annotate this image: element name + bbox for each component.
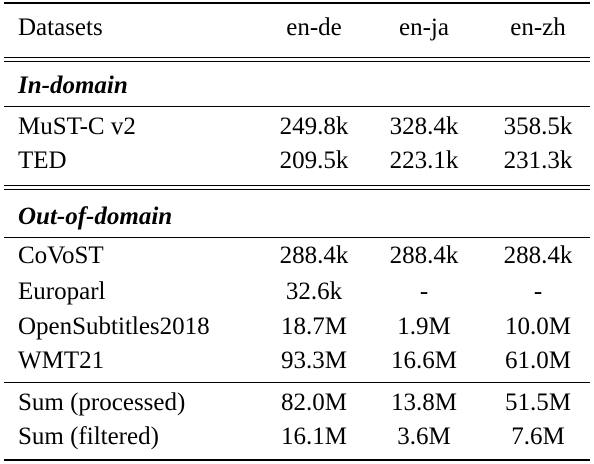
value-en-de: 93.3M: [281, 347, 347, 374]
value-en-zh: 10.0M: [505, 313, 571, 340]
value-en-zh: 288.4k: [503, 242, 573, 269]
value-en-de: 209.5k: [279, 147, 349, 174]
dataset-name: WMT21: [18, 347, 105, 374]
table-row: MuST-C v2 249.8k 328.4k 358.5k: [0, 109, 594, 145]
value-en-zh: 358.5k: [503, 113, 573, 140]
value-en-ja: 288.4k: [389, 242, 459, 269]
header-row: Datasets en-de en-ja en-zh: [0, 10, 594, 46]
value-en-de: 32.6k: [285, 278, 343, 305]
value-en-de: 16.1M: [281, 423, 347, 450]
section-separator-second: [4, 189, 590, 190]
summary-label: Sum (processed): [18, 389, 186, 416]
value-en-zh: 51.5M: [505, 389, 571, 416]
header-en-ja: en-ja: [399, 14, 449, 41]
table-row: TED 209.5k 223.1k 231.3k: [0, 143, 594, 179]
header-rule-second: [4, 61, 590, 62]
dataset-name: OpenSubtitles2018: [18, 313, 210, 340]
table-row: OpenSubtitles2018 18.7M 1.9M 10.0M: [0, 309, 594, 345]
dataset-name: Europarl: [18, 278, 106, 305]
value-en-ja: 13.8M: [391, 389, 457, 416]
header-en-zh: en-zh: [510, 14, 566, 41]
value-en-ja: -: [419, 278, 429, 305]
summary-row: Sum (filtered) 16.1M 3.6M 7.6M: [0, 419, 594, 455]
header-datasets: Datasets: [18, 14, 103, 41]
value-en-de: 82.0M: [281, 389, 347, 416]
section-title-in-domain: In-domain: [0, 68, 594, 104]
top-rule: [4, 2, 590, 4]
bottom-rule: [4, 459, 590, 461]
value-en-zh: 61.0M: [505, 347, 571, 374]
header-rule: [4, 57, 590, 58]
value-en-ja: 223.1k: [389, 147, 459, 174]
table-row: Europarl 32.6k - -: [0, 274, 594, 310]
section-rule: [4, 106, 590, 107]
value-en-ja: 3.6M: [397, 423, 451, 450]
value-en-de: 18.7M: [281, 313, 347, 340]
section-title: Out-of-domain: [18, 203, 173, 230]
value-en-ja: 328.4k: [389, 113, 459, 140]
value-en-zh: 7.6M: [511, 423, 565, 450]
section-title: In-domain: [18, 72, 128, 99]
dataset-name: MuST-C v2: [18, 113, 136, 140]
section-title-out-of-domain: Out-of-domain: [0, 199, 594, 235]
value-en-de: 249.8k: [279, 113, 349, 140]
section-separator: [4, 185, 590, 186]
value-en-ja: 1.9M: [397, 313, 451, 340]
value-en-zh: 231.3k: [503, 147, 573, 174]
summary-rule: [4, 382, 590, 383]
dataset-name: TED: [18, 147, 67, 174]
table-row: WMT21 93.3M 16.6M 61.0M: [0, 343, 594, 379]
header-en-de: en-de: [286, 14, 342, 41]
value-en-de: 288.4k: [279, 242, 349, 269]
value-en-zh: -: [533, 278, 543, 305]
dataset-name: CoVoST: [18, 242, 104, 269]
summary-label: Sum (filtered): [18, 423, 159, 450]
table-row: CoVoST 288.4k 288.4k 288.4k: [0, 238, 594, 274]
summary-row: Sum (processed) 82.0M 13.8M 51.5M: [0, 385, 594, 421]
section-rule: [4, 237, 590, 238]
value-en-ja: 16.6M: [391, 347, 457, 374]
